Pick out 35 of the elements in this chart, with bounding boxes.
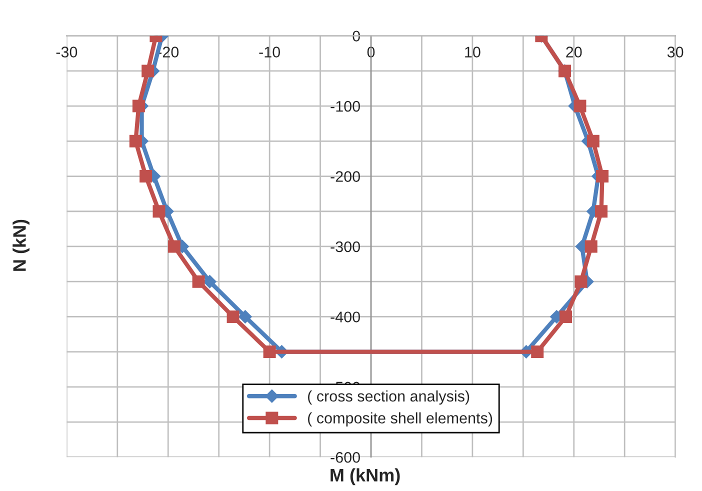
- y-tick-label: -100: [330, 100, 360, 112]
- x-tick-label: -30: [56, 46, 78, 58]
- point: [203, 275, 216, 288]
- point: [584, 240, 598, 253]
- point: [142, 64, 154, 78]
- x-tick-label: 30: [667, 46, 684, 58]
- point: [560, 310, 572, 323]
- x-tick-label: -10: [259, 46, 280, 58]
- point: [152, 205, 166, 218]
- point: [596, 170, 609, 183]
- legend-label: ( cross section analysis): [308, 390, 470, 405]
- y-tick-label: -600: [330, 452, 360, 463]
- point: [574, 275, 588, 288]
- point: [595, 205, 608, 218]
- point: [192, 275, 205, 288]
- point: [238, 310, 252, 324]
- x-tick-label: -20: [158, 46, 179, 58]
- y-tick-label: 0: [352, 30, 360, 42]
- y-tick-label: -300: [330, 241, 360, 252]
- y-axis-title: N (kN): [12, 220, 30, 271]
- point: [140, 170, 152, 183]
- y-tick-label: -400: [330, 312, 360, 322]
- x-tick-label: 10: [465, 46, 480, 58]
- point: [129, 134, 142, 148]
- x-tick-label: 20: [566, 46, 582, 58]
- point: [226, 310, 240, 323]
- legend-label: ( composite shell elements): [308, 412, 492, 427]
- point: [531, 346, 544, 358]
- point: [586, 134, 600, 148]
- point: [132, 100, 145, 112]
- point: [574, 100, 586, 112]
- y-tick-label: -200: [330, 171, 360, 182]
- x-axis-title: M (kNm): [330, 468, 400, 486]
- point: [168, 240, 180, 253]
- point: [263, 346, 276, 358]
